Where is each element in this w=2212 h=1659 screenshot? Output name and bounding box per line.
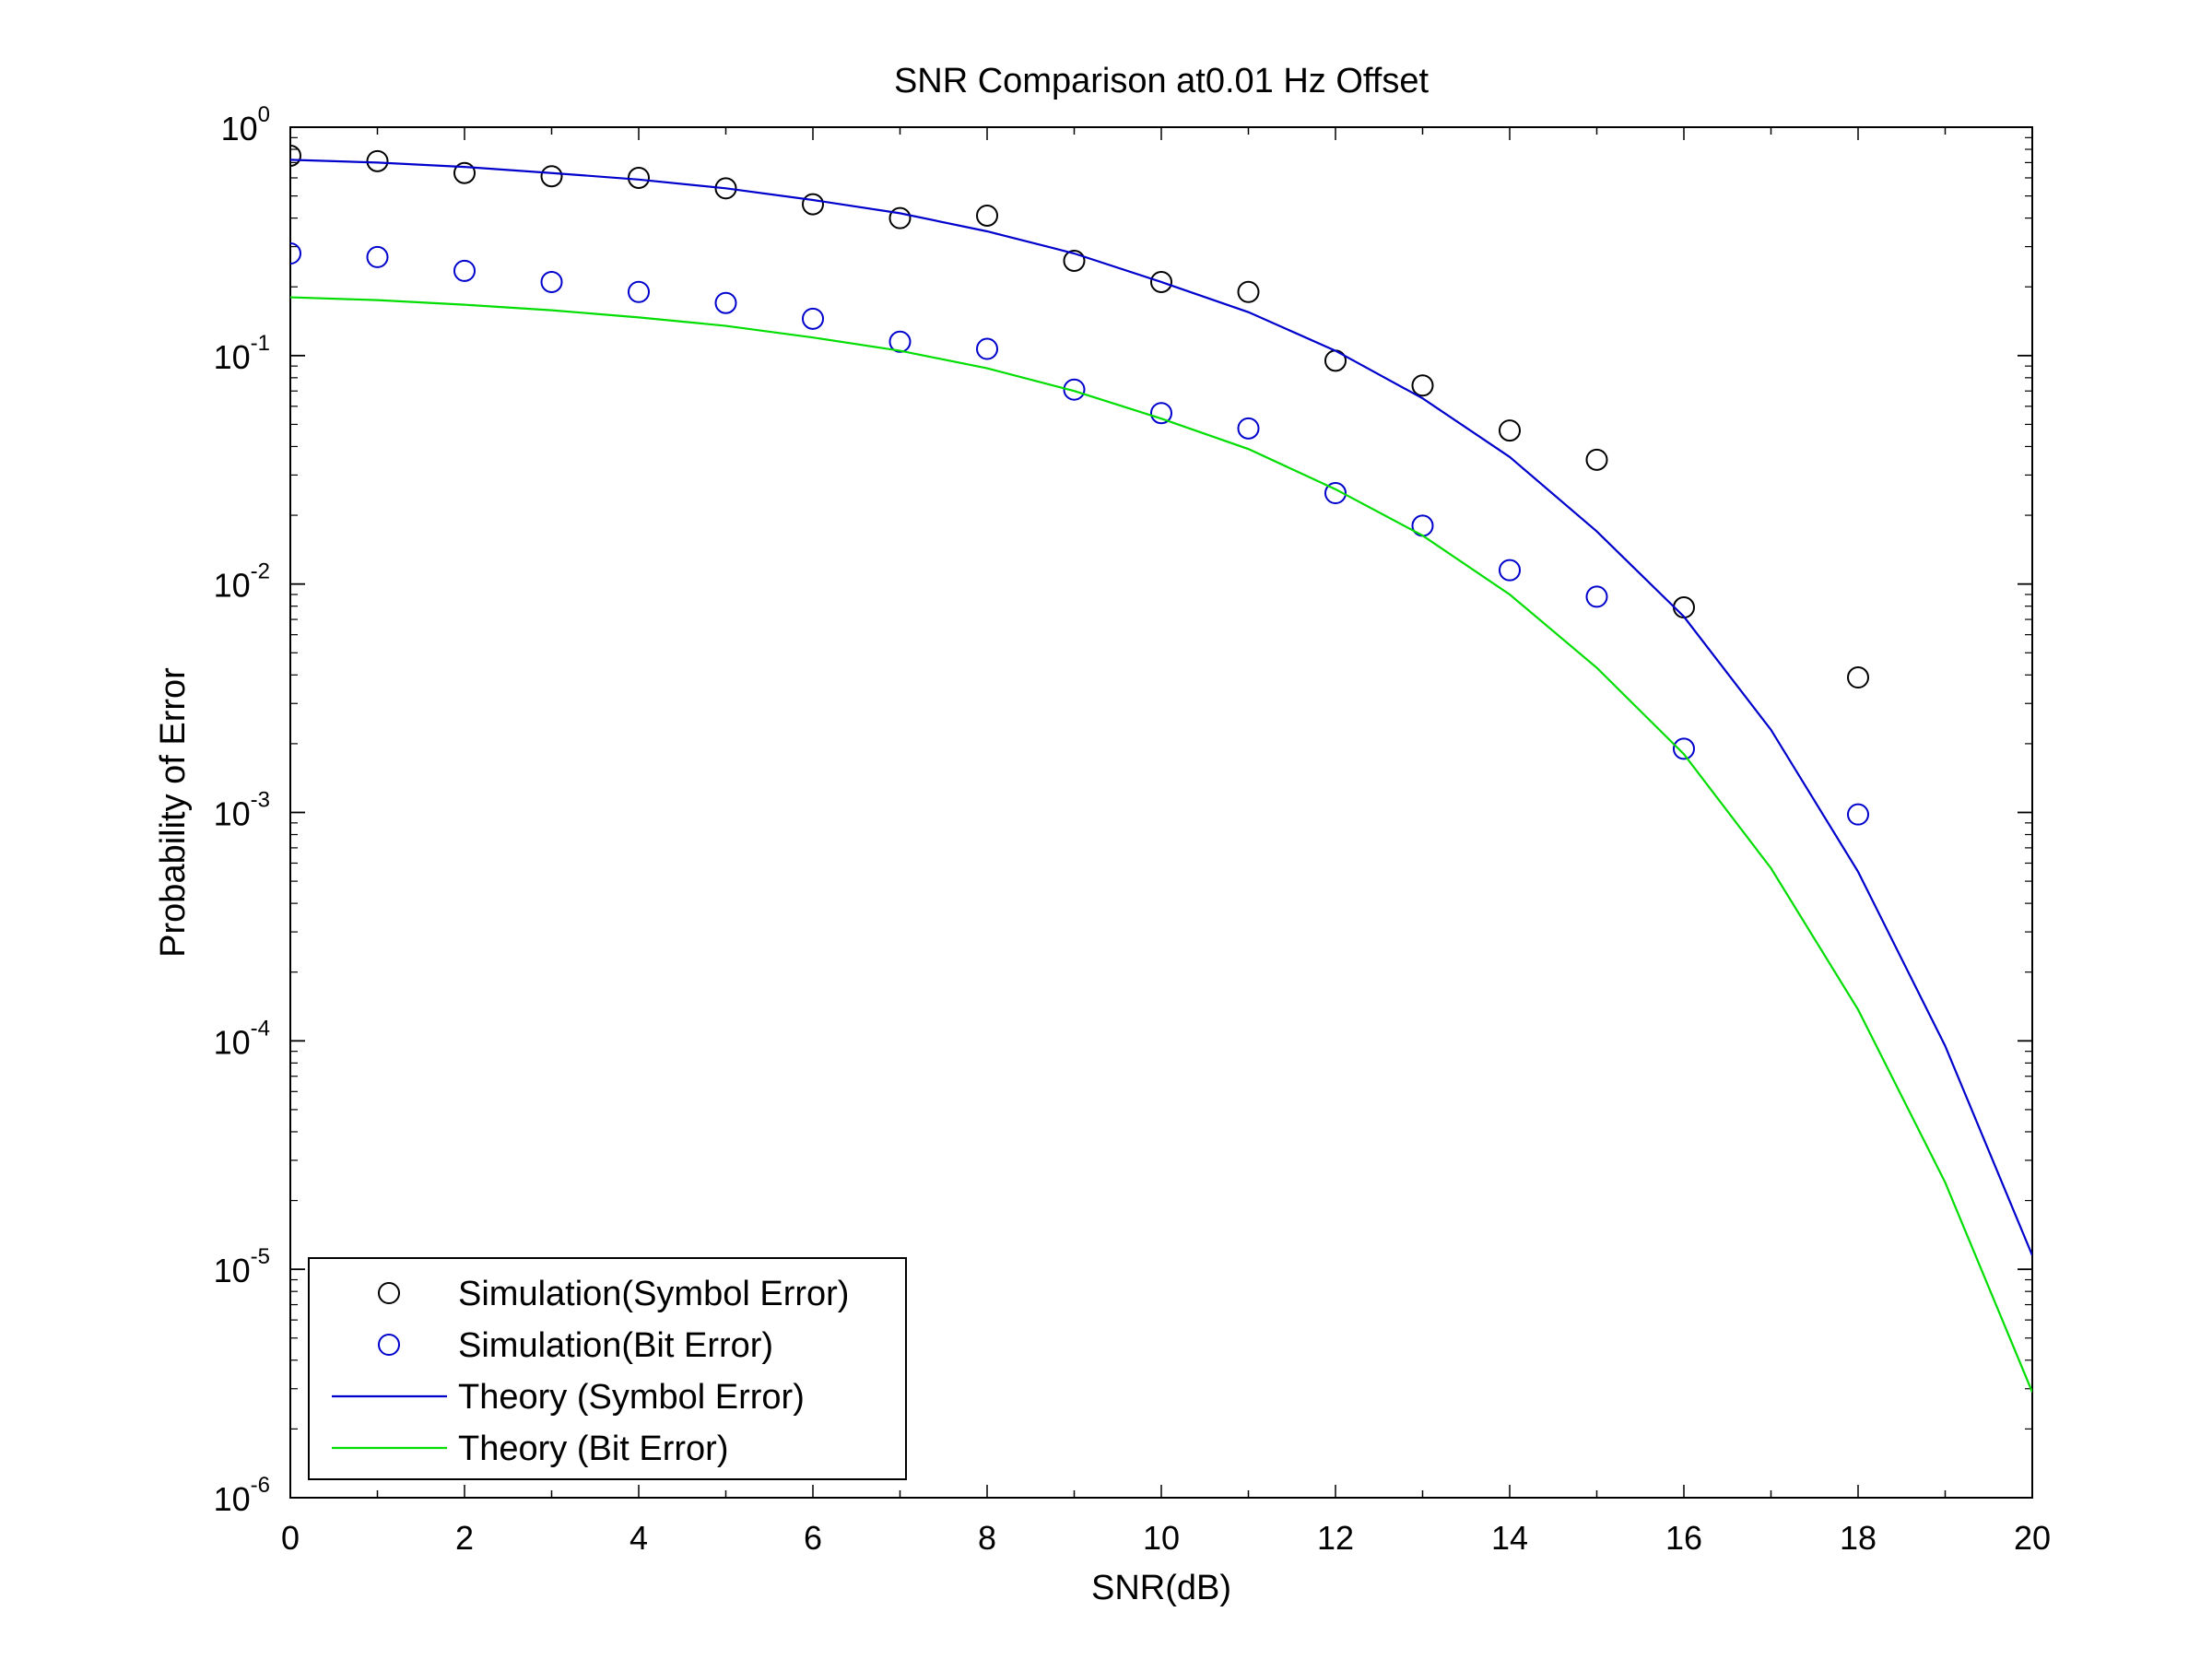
x-tick-label: 4 [629,1519,648,1557]
data-point-simulation-bit-error [366,245,389,268]
data-point-simulation-bit-error [628,280,650,303]
x-tick-label: 16 [1665,1519,1702,1557]
y-tick-label: 10-4 [214,1016,270,1061]
data-point-simulation-bit-error [1847,803,1869,826]
data-point-simulation-symbol-error [714,177,737,200]
legend-swatch-simulation-symbol-error [378,1282,400,1304]
series-group [290,144,2032,1393]
legend-label-theory-symbol-error: Theory (Symbol Error) [458,1378,805,1417]
data-point-simulation-symbol-error [290,144,301,167]
x-axis-label: SNR(dB) [1091,1569,1231,1607]
x-tick-label: 12 [1317,1519,1354,1557]
legend-label-theory-bit-error: Theory (Bit Error) [458,1430,728,1468]
y-axis-label: Probability of Error [154,667,193,958]
data-point-simulation-bit-error [1673,737,1695,760]
data-point-simulation-symbol-error [1237,280,1260,303]
y-tick-label: 10-5 [214,1244,270,1289]
data-point-simulation-symbol-error [1499,419,1521,442]
data-point-simulation-bit-error [976,337,998,360]
data-point-simulation-bit-error [453,259,476,282]
data-point-simulation-bit-error [1237,417,1260,440]
data-point-simulation-symbol-error [1411,374,1434,397]
legend-label-simulation-symbol-error: Simulation(Symbol Error) [458,1275,849,1313]
legend-label-simulation-bit-error: Simulation(Bit Error) [458,1326,773,1365]
data-point-simulation-symbol-error [802,193,824,216]
x-tick-label: 14 [1491,1519,1528,1557]
data-point-simulation-symbol-error [976,204,998,227]
y-tick-label: 10-2 [214,559,270,605]
data-point-simulation-symbol-error [1063,249,1086,272]
series-line-theory-bit-error [290,296,2032,1393]
x-tick-label: 18 [1840,1519,1877,1557]
data-point-simulation-bit-error [540,270,563,293]
x-tick-label: 8 [978,1519,996,1557]
data-point-simulation-symbol-error [1150,270,1172,293]
data-point-simulation-symbol-error [1585,448,1608,471]
data-point-simulation-symbol-error [1847,666,1869,689]
x-tick-label: 20 [2014,1519,2051,1557]
data-point-simulation-symbol-error [888,206,912,229]
series-line-theory-symbol-error [290,159,2032,1256]
data-point-simulation-bit-error [1585,585,1608,608]
data-point-simulation-symbol-error [366,149,389,172]
y-tick-label: 100 [221,102,270,147]
x-tick-label: 10 [1143,1519,1180,1557]
data-point-simulation-symbol-error [540,165,563,188]
data-point-simulation-bit-error [714,291,737,314]
data-point-simulation-bit-error [290,242,301,265]
data-point-simulation-bit-error [888,330,912,353]
data-point-simulation-bit-error [1150,402,1172,425]
legend-swatch-simulation-bit-error [378,1334,400,1356]
x-tick-label: 0 [281,1519,300,1557]
data-point-simulation-bit-error [1063,378,1086,401]
data-point-simulation-bit-error [1499,559,1521,582]
plot-area: 0 2 4 6 8 10 12 14 16 18 20 100 10-1 10-2 10-3 10-4 10-5… [214,102,2051,1557]
y-tick-label: 10-6 [214,1473,270,1518]
legend-box [308,1257,907,1480]
data-point-simulation-bit-error [802,307,824,330]
x-tick-label: 6 [804,1519,822,1557]
x-tick-label: 2 [455,1519,474,1557]
y-tick-label: 10-1 [214,331,270,376]
chart-title: SNR Comparison at0.01 Hz Offset [894,62,1430,100]
data-point-simulation-symbol-error [453,161,476,184]
legend: Simulation(Symbol Error) Simulation(Bit E… [308,1257,907,1480]
y-tick-label: 10-3 [214,788,270,833]
data-point-simulation-bit-error [1324,482,1347,505]
